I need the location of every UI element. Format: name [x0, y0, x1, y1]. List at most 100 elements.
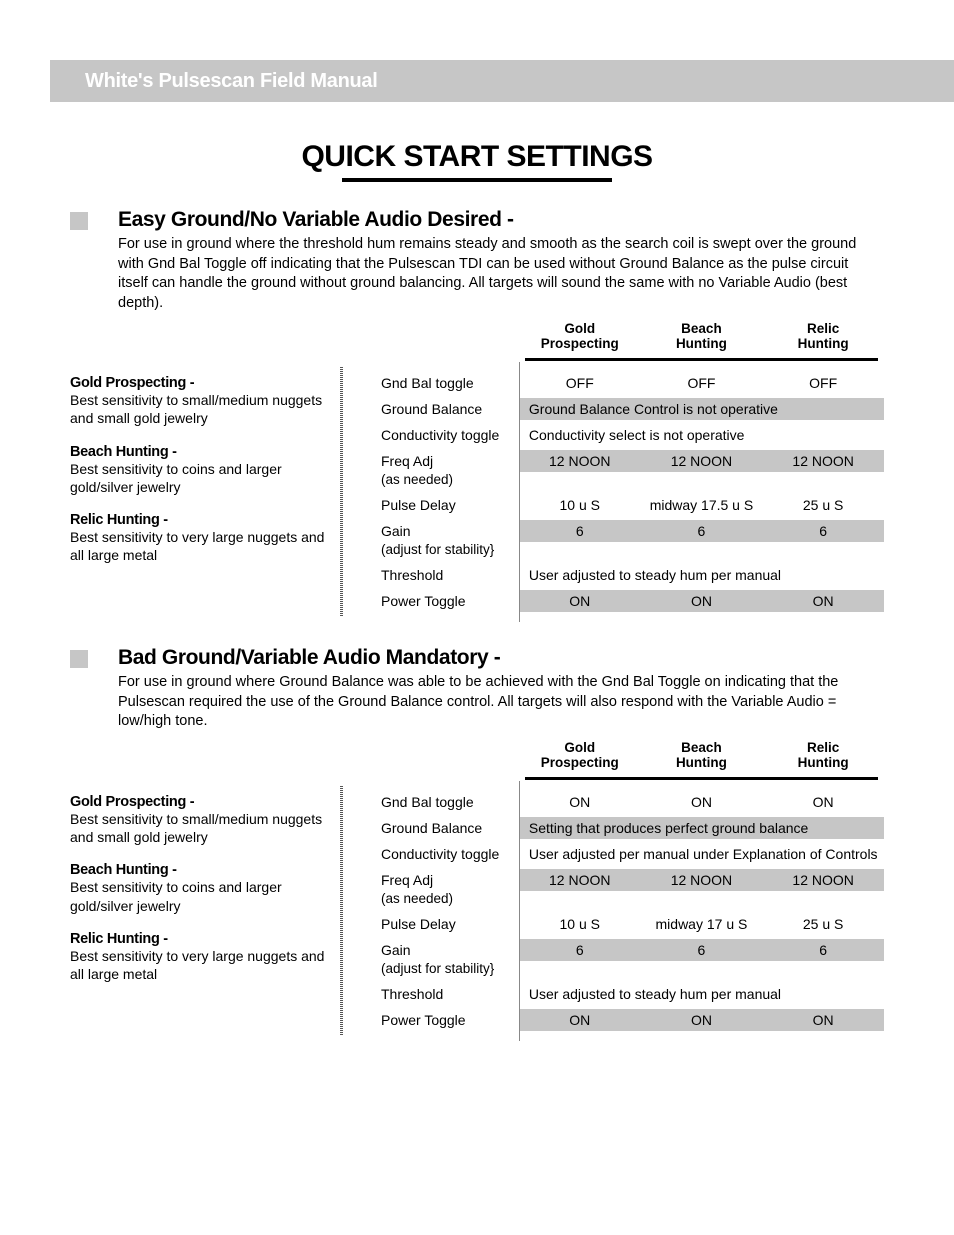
row-label: Power Toggle [381, 1009, 519, 1031]
row-span-value: User adjusted to steady hum per manual [519, 983, 884, 1005]
row-value: ON [762, 590, 884, 612]
row-value: ON [519, 1009, 641, 1031]
table-row: Power ToggleONONON [381, 590, 884, 612]
bullet-square-icon [70, 212, 88, 230]
row-value: 6 [519, 939, 641, 961]
manual-title: White's Pulsescan Field Manual [85, 70, 378, 93]
row-value: 25 u S [762, 494, 884, 516]
table-subrow: (adjust for stability} [381, 542, 884, 560]
modes-column: Gold Prospecting - Best sensitivity to s… [70, 319, 340, 620]
mode-title: Relic Hunting - [70, 931, 340, 947]
table-row: Pulse Delay10 u Smidway 17 u S25 u S [381, 913, 884, 935]
section-description: For use in ground where Ground Balance w… [118, 673, 878, 732]
table-row: Freq Adj12 NOON12 NOON12 NOON [381, 450, 884, 472]
column-header: RelicHunting [762, 738, 884, 774]
mode-desc: Best sensitivity to small/medium nuggets… [70, 391, 340, 427]
row-value: ON [762, 791, 884, 813]
row-value: 6 [641, 939, 763, 961]
table-row: Ground BalanceSetting that produces perf… [381, 817, 884, 839]
row-value: midway 17.5 u S [641, 494, 763, 516]
row-span-value: Conductivity select is not operative [519, 424, 884, 446]
bullet-square-icon [70, 650, 88, 668]
row-value: 10 u S [519, 494, 641, 516]
row-label: Pulse Delay [381, 494, 519, 516]
mode-title: Beach Hunting - [70, 444, 340, 460]
row-value: ON [762, 1009, 884, 1031]
row-value: 6 [762, 939, 884, 961]
section: Easy Ground/No Variable Audio Desired - … [70, 208, 884, 620]
row-label: Conductivity toggle [381, 424, 519, 446]
row-label: Ground Balance [381, 398, 519, 420]
settings-table: GoldProspectingBeachHuntingRelicHunting G… [381, 319, 884, 620]
column-header: GoldProspecting [519, 319, 641, 355]
row-value: 25 u S [762, 913, 884, 935]
row-value: OFF [641, 372, 763, 394]
table-row: Power ToggleONONON [381, 1009, 884, 1031]
table-column: GoldProspectingBeachHuntingRelicHunting G… [343, 319, 884, 620]
row-label: Pulse Delay [381, 913, 519, 935]
page-title: QUICK START SETTINGS [70, 140, 884, 174]
row-value: OFF [762, 372, 884, 394]
table-row: Conductivity toggleUser adjusted per man… [381, 843, 884, 865]
row-value: 12 NOON [641, 869, 763, 891]
content-row: Gold Prospecting - Best sensitivity to s… [70, 319, 884, 620]
settings-table: GoldProspectingBeachHuntingRelicHunting G… [381, 738, 884, 1039]
row-sublabel: (as needed) [381, 891, 519, 909]
row-value: ON [641, 791, 763, 813]
table-subrow: (adjust for stability} [381, 961, 884, 979]
row-value: 6 [519, 520, 641, 542]
table-subrow: (as needed) [381, 472, 884, 490]
row-label: Conductivity toggle [381, 843, 519, 865]
row-value: OFF [519, 372, 641, 394]
row-value: 10 u S [519, 913, 641, 935]
section-description: For use in ground where the threshold hu… [118, 235, 878, 313]
mode-desc: Best sensitivity to small/medium nuggets… [70, 810, 340, 846]
row-value: 6 [641, 520, 763, 542]
row-label: Threshold [381, 983, 519, 1005]
table-row: Conductivity toggleConductivity select i… [381, 424, 884, 446]
mode-desc: Best sensitivity to very large nuggets a… [70, 947, 340, 983]
column-header: BeachHunting [641, 319, 763, 355]
mode-title: Gold Prospecting - [70, 375, 340, 391]
table-row: Ground BalanceGround Balance Control is … [381, 398, 884, 420]
row-value: 12 NOON [519, 869, 641, 891]
row-sublabel: (adjust for stability} [381, 542, 519, 560]
table-row: Gain666 [381, 939, 884, 961]
section-header: Easy Ground/No Variable Audio Desired - [70, 208, 884, 232]
column-header: GoldProspecting [519, 738, 641, 774]
mode-title: Relic Hunting - [70, 512, 340, 528]
section-title: Bad Ground/Variable Audio Mandatory - [118, 646, 500, 670]
mode-desc: Best sensitivity to very large nuggets a… [70, 528, 340, 564]
row-label: Threshold [381, 564, 519, 586]
row-span-value: Ground Balance Control is not operative [519, 398, 884, 420]
table-row: Gnd Bal toggleONONON [381, 791, 884, 813]
mode-block: Beach Hunting - Best sensitivity to coin… [70, 444, 340, 496]
column-header: BeachHunting [641, 738, 763, 774]
table-row: ThresholdUser adjusted to steady hum per… [381, 983, 884, 1005]
row-value: 12 NOON [762, 450, 884, 472]
table-row: ThresholdUser adjusted to steady hum per… [381, 564, 884, 586]
row-label: Freq Adj [381, 450, 519, 472]
row-value: 12 NOON [519, 450, 641, 472]
row-span-value: Setting that produces perfect ground bal… [519, 817, 884, 839]
table-row: Pulse Delay10 u Smidway 17.5 u S25 u S [381, 494, 884, 516]
row-label: Gnd Bal toggle [381, 372, 519, 394]
row-value: ON [641, 590, 763, 612]
content-row: Gold Prospecting - Best sensitivity to s… [70, 738, 884, 1039]
row-value: ON [519, 791, 641, 813]
row-value: 12 NOON [641, 450, 763, 472]
header-bar: White's Pulsescan Field Manual [50, 60, 954, 102]
section: Bad Ground/Variable Audio Mandatory - Fo… [70, 646, 884, 1039]
mode-block: Beach Hunting - Best sensitivity to coin… [70, 862, 340, 914]
table-subrow: (as needed) [381, 891, 884, 909]
section-header: Bad Ground/Variable Audio Mandatory - [70, 646, 884, 670]
column-header: RelicHunting [762, 319, 884, 355]
table-row: Freq Adj12 NOON12 NOON12 NOON [381, 869, 884, 891]
row-span-value: User adjusted per manual under Explanati… [519, 843, 884, 865]
row-value: ON [519, 590, 641, 612]
mode-block: Gold Prospecting - Best sensitivity to s… [70, 375, 340, 427]
table-row: Gnd Bal toggleOFFOFFOFF [381, 372, 884, 394]
mode-block: Relic Hunting - Best sensitivity to very… [70, 512, 340, 564]
row-label: Gnd Bal toggle [381, 791, 519, 813]
row-sublabel: (as needed) [381, 472, 519, 490]
